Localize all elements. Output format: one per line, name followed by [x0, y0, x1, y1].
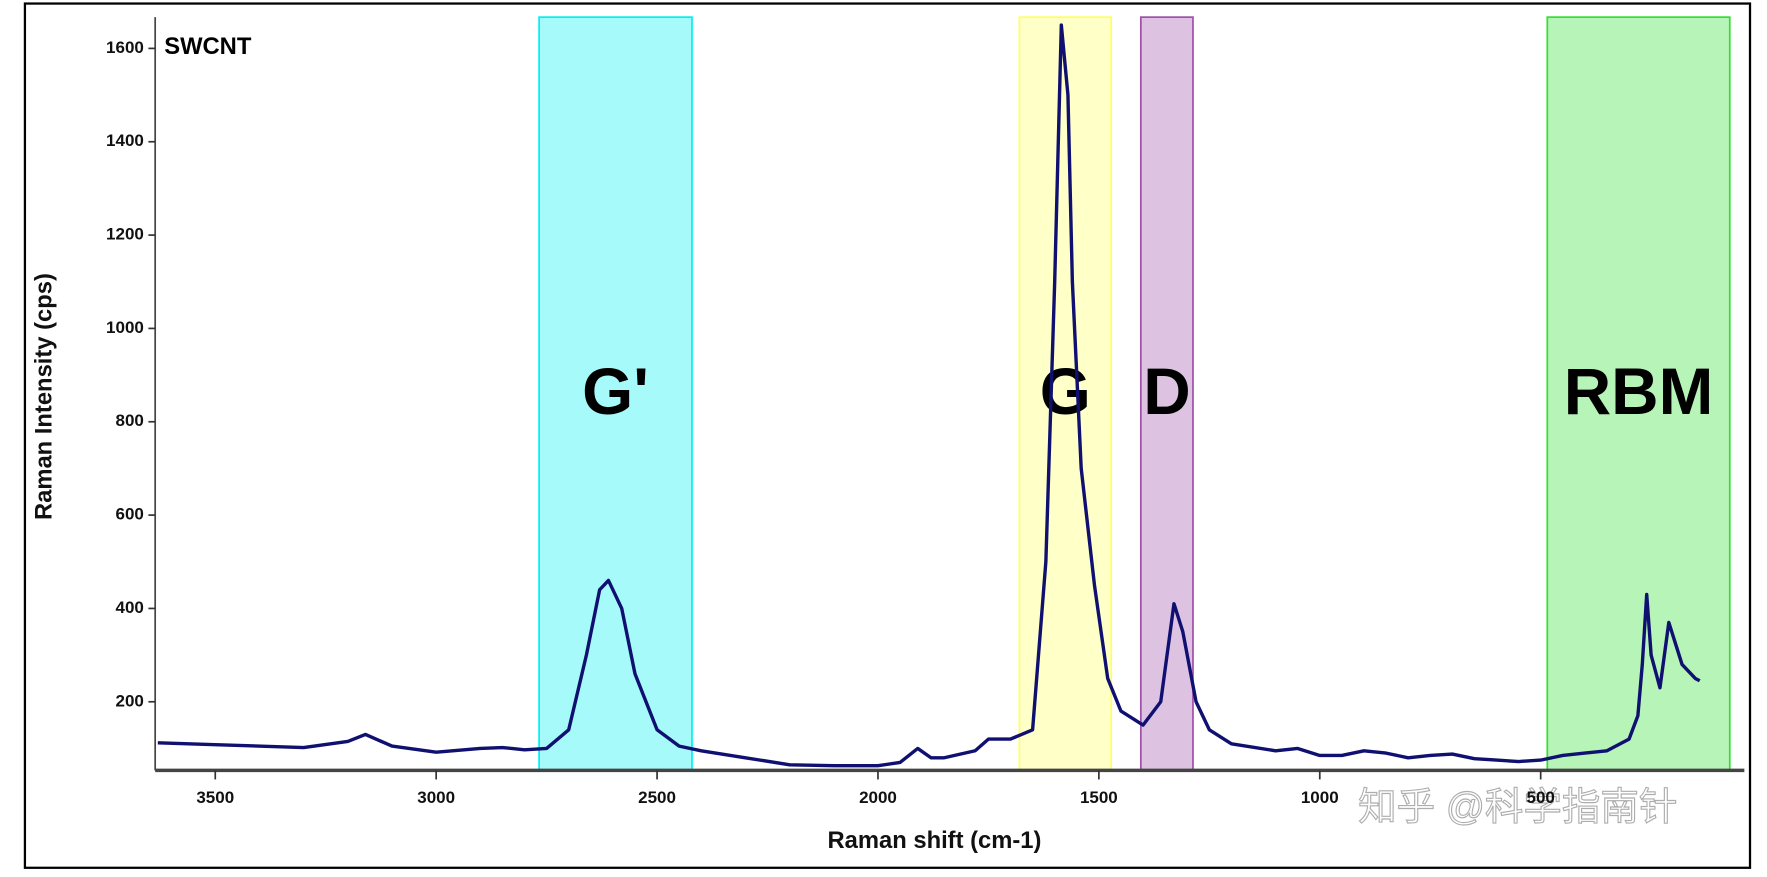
x-tick-label: 500 — [1527, 788, 1555, 807]
y-tick-label: 1000 — [106, 318, 144, 337]
spectrum-line — [157, 23, 1701, 768]
x-tick-label: 2000 — [859, 788, 897, 807]
x-tick-label: 2500 — [638, 788, 676, 807]
y-tick-label: 800 — [116, 411, 144, 430]
x-tick-label: 1000 — [1301, 788, 1339, 807]
y-tick-label: 200 — [116, 691, 144, 710]
y-tick-label: 1200 — [106, 225, 144, 244]
region-label: G' — [582, 355, 649, 428]
y-axis-label: Raman Intensity (cps) — [31, 273, 58, 520]
region-label: G — [1040, 355, 1091, 428]
chart-title: SWCNT — [164, 33, 252, 60]
region — [538, 16, 693, 772]
y-tick-label: 400 — [116, 598, 144, 617]
y-tick-label: 600 — [116, 505, 144, 524]
region-label: D — [1143, 355, 1190, 428]
x-tick-label: 3000 — [417, 788, 455, 807]
y-tick-label: 1400 — [106, 131, 144, 150]
region — [1018, 16, 1113, 772]
watermark: 知乎 @科学指南针 — [1358, 786, 1677, 829]
x-tick-label: 1500 — [1080, 788, 1118, 807]
frame — [23, 2, 1752, 869]
region-label: RBM — [1564, 355, 1714, 428]
x-axis-label: Raman shift (cm-1) — [828, 827, 1042, 854]
region — [1546, 16, 1731, 772]
y-tick-label: 1600 — [106, 38, 144, 57]
x-tick-label: 3500 — [196, 788, 234, 807]
